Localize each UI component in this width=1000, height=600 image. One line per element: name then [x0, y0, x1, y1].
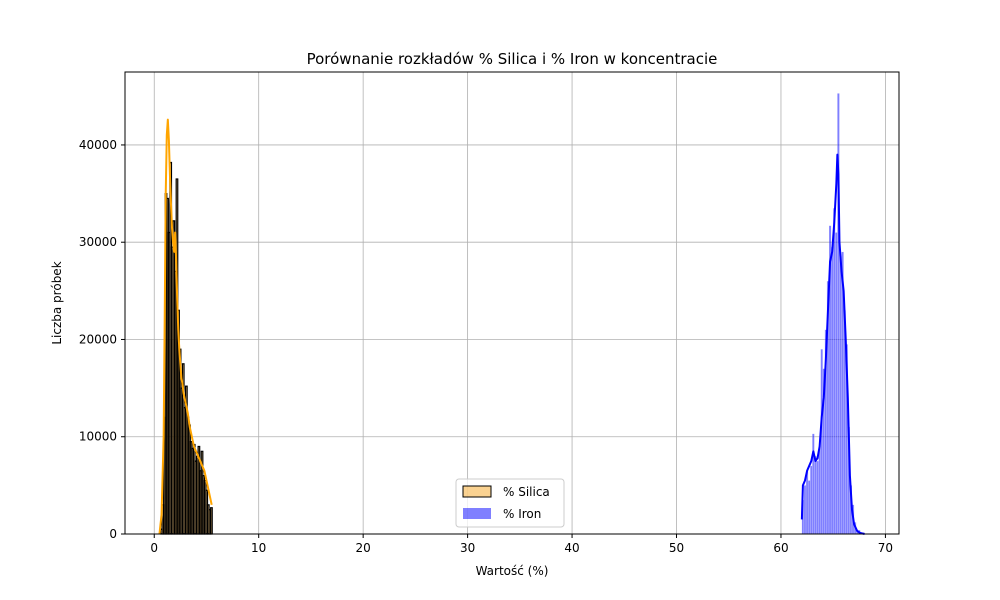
bar-iron	[807, 480, 811, 535]
kde-line-silica	[158, 118, 213, 535]
y-tick-label: 30000	[79, 235, 117, 249]
x-tick-label: 50	[669, 541, 684, 555]
bar-iron	[814, 456, 817, 535]
bar-iron	[816, 460, 819, 535]
legend-label-silica: % Silica	[503, 485, 550, 499]
x-tick-label: 10	[251, 541, 266, 555]
histogram-bars	[159, 93, 865, 535]
chart-title: Porównanie rozkładów % Silica i % Iron w…	[307, 50, 718, 68]
bar-iron	[810, 465, 813, 535]
bar-silica	[210, 507, 213, 535]
bar-iron	[805, 470, 809, 535]
x-tick-label: 40	[564, 541, 579, 555]
y-tick-label: 20000	[79, 332, 117, 346]
bar-iron	[820, 349, 823, 535]
legend-swatch-silica	[462, 485, 492, 498]
y-axis-label: Liczba próbek	[50, 261, 64, 344]
bar-iron	[818, 446, 821, 535]
x-tick-label: 20	[356, 541, 371, 555]
kde-lines	[158, 118, 865, 535]
kde-line-iron	[800, 153, 865, 535]
y-tick-label: 10000	[79, 430, 117, 444]
legend: % Silica % Iron	[455, 478, 565, 528]
bar-iron	[812, 433, 815, 535]
x-tick-label: 70	[878, 541, 893, 555]
x-axis-label: Wartość (%)	[476, 564, 549, 578]
legend-swatch-iron	[463, 508, 491, 519]
axis-ticks: 0 10 20 30 40 50 60 70 0 10000 20000 30000 40000	[79, 138, 893, 555]
bar-iron	[833, 208, 836, 535]
bar-iron	[830, 246, 834, 535]
x-tick-label: 30	[460, 541, 475, 555]
bar-iron	[835, 232, 838, 535]
grid-lines	[125, 72, 899, 535]
x-tick-label: 60	[773, 541, 788, 555]
x-tick-label: 0	[150, 541, 158, 555]
y-tick-label: 40000	[79, 138, 117, 152]
bar-iron	[803, 485, 807, 535]
legend-label-iron: % Iron	[503, 507, 541, 521]
y-tick-label: 0	[109, 527, 117, 541]
bar-iron	[839, 256, 842, 535]
plot-frame	[124, 71, 900, 535]
